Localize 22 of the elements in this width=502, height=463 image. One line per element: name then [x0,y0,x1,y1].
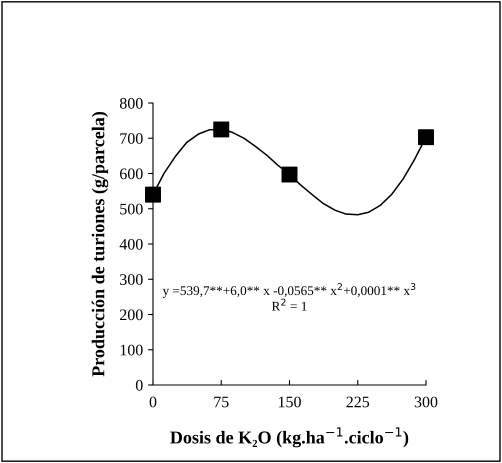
x-tick-label: 150 [278,396,301,408]
y-tick-label: 700 [120,133,143,144]
point [213,121,230,138]
y-tick-label: 500 [120,204,143,214]
point [145,186,161,203]
y-tick-label: 800 [120,98,143,109]
x-tick-label: 300 [414,396,438,408]
x-tick-label: 225 [346,396,370,408]
y-tick-label: 300 [120,274,143,285]
y-tick-label: 0 [136,380,143,391]
x-tick-label: 75 [214,396,229,408]
y-tick-label: 100 [120,344,143,356]
y-tick-label: 600 [120,168,143,180]
y-axis-title: Producción de turiones (g/parcela) [92,112,108,377]
y-tick-label: 400 [120,238,143,250]
x-axis-title: Dosis de K₂O (kg.ha$^{−1}$.ciclo$^{−1}$) [170,427,408,448]
x-tick-label: 0 [150,396,156,408]
point [282,166,298,183]
annotation: R$^{2}$ = 1 [272,298,307,311]
annotation: y =539,7**+6,0** x -0,0565** x$^{2}$+0,0001** x$^{3}$ [162,283,416,298]
y-tick-label: 200 [120,309,143,320]
point [418,129,434,146]
